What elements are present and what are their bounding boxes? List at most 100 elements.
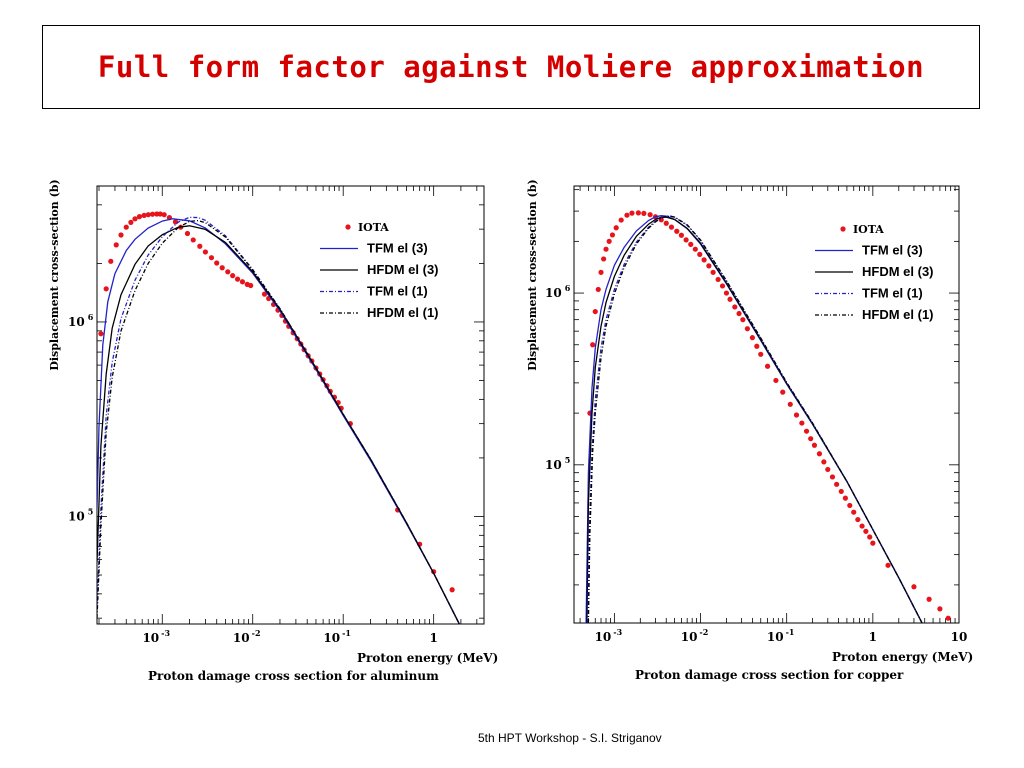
iota-point xyxy=(863,528,869,534)
legend-label: HFDM el (3) xyxy=(367,262,439,277)
iota-point xyxy=(590,342,596,348)
iota-point xyxy=(732,304,738,310)
y-axis-label: Displacement cross-section (b) xyxy=(526,179,539,370)
iota-point xyxy=(885,562,891,568)
iota-point xyxy=(592,308,598,315)
legend-label: TFM el (3) xyxy=(367,241,428,256)
series-group xyxy=(585,210,951,623)
iota-point xyxy=(618,217,624,223)
x-tick-exponent: -3 xyxy=(613,627,622,637)
iota-point xyxy=(595,286,601,293)
iota-point xyxy=(141,212,147,219)
iota-point xyxy=(225,269,231,275)
iota-point xyxy=(248,282,254,289)
iota-point xyxy=(780,389,786,395)
iota-point xyxy=(911,584,917,590)
iota-point xyxy=(123,224,129,230)
plot-frame xyxy=(96,185,485,625)
iota-point xyxy=(926,596,932,602)
iota-point xyxy=(136,214,143,220)
y-tick-label: 10 5 xyxy=(545,455,570,472)
x-tick-exponent: -1 xyxy=(342,628,351,638)
iota-point xyxy=(838,488,844,495)
iota-point xyxy=(635,210,641,216)
iota-point xyxy=(157,211,163,217)
legend-label: HFDM el (3) xyxy=(862,264,934,279)
iota-point xyxy=(202,249,209,255)
legend-label: IOTA xyxy=(853,223,884,236)
x-tick-label: 10 -3 xyxy=(595,627,623,644)
iota-point xyxy=(234,276,241,282)
x-tick-label: 10 -1 xyxy=(767,627,795,644)
x-tick-label: 1 xyxy=(869,630,877,644)
iota-point xyxy=(867,534,873,540)
y-tick-label: 10 6 xyxy=(545,283,571,300)
iota-point xyxy=(764,363,771,369)
iota-point xyxy=(190,237,196,243)
iota-point xyxy=(132,216,138,222)
iota-point xyxy=(601,256,607,262)
iota-point xyxy=(740,317,746,323)
iota-point xyxy=(606,238,612,244)
y-tick-exponent: 6 xyxy=(565,283,571,293)
legend-label: TFM el (1) xyxy=(367,284,428,299)
iota-point xyxy=(811,442,818,448)
iota-point xyxy=(98,331,104,337)
iota-point xyxy=(803,428,810,434)
iota-point xyxy=(678,232,685,238)
iota-point xyxy=(239,279,246,285)
iota-point xyxy=(821,459,827,465)
iota-point xyxy=(937,606,943,612)
iota-point xyxy=(847,502,853,509)
iota-point xyxy=(744,326,751,332)
iota-point xyxy=(706,263,712,269)
y-axis-ticks xyxy=(574,189,959,586)
iota-point xyxy=(161,212,167,218)
x-tick-label: 10 -2 xyxy=(681,627,709,644)
slide-title: Full form factor against Moliere approxi… xyxy=(97,50,925,84)
legend-label: IOTA xyxy=(358,221,389,234)
x-tick-exponent: -3 xyxy=(161,628,170,638)
iota-point xyxy=(834,481,840,487)
iota-point xyxy=(641,210,647,216)
x-tick-exponent: -2 xyxy=(699,627,708,637)
chart-caption: Proton damage cross section for aluminum xyxy=(148,669,439,683)
iota-point xyxy=(715,276,721,283)
y-axis-label: Displacement cross-section (b) xyxy=(48,179,61,370)
iota-point xyxy=(749,335,755,341)
legend-label: TFM el (1) xyxy=(862,286,923,301)
iota-point xyxy=(197,243,203,249)
iota-point xyxy=(113,242,119,248)
iota-point xyxy=(674,228,680,234)
chart-caption: Proton damage cross section for copper xyxy=(635,668,904,682)
iota-point xyxy=(688,241,694,247)
legend-label: HFDM el (1) xyxy=(862,307,934,322)
iota-point xyxy=(870,540,876,546)
legend-iota-marker xyxy=(840,226,846,232)
x-axis-label: Proton energy (MeV) xyxy=(357,651,498,665)
iota-point xyxy=(829,474,836,480)
iota-point xyxy=(118,232,124,238)
y-tick-exponent: 5 xyxy=(565,455,571,465)
series-group xyxy=(97,211,461,624)
x-axis-ticks xyxy=(98,186,478,624)
iota-point xyxy=(603,246,609,252)
iota-point xyxy=(184,230,191,237)
legend-iota-marker xyxy=(345,224,351,230)
iota-point xyxy=(128,219,134,225)
x-axis-label: Proton energy (MeV) xyxy=(832,650,973,664)
iota-point xyxy=(727,296,733,302)
title-box: Full form factor against Moliere approxi… xyxy=(42,25,980,109)
hfdm-el-1-line xyxy=(587,215,923,623)
hfdm-el-1-line xyxy=(97,219,461,624)
iota-point xyxy=(773,377,779,384)
iota-point xyxy=(668,224,675,230)
iota-point xyxy=(261,291,268,297)
iota-point xyxy=(842,495,848,501)
iota-point xyxy=(629,210,635,216)
iota-point xyxy=(825,466,831,473)
iota-point xyxy=(609,232,616,238)
legend-label: TFM el (3) xyxy=(862,243,923,258)
iota-point xyxy=(945,615,951,621)
iota-point xyxy=(214,260,220,266)
